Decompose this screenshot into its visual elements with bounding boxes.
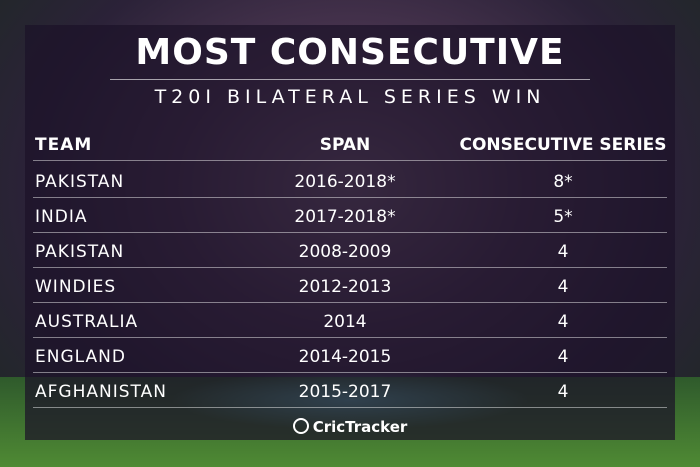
row-separator [33, 372, 667, 373]
table-row: PAKISTAN 2008-2009 4 [25, 234, 675, 268]
cell: 2008-2009 [298, 242, 392, 262]
title-rule [110, 79, 590, 80]
table-row: AUSTRALIA 2014 4 [25, 304, 675, 338]
cell: 2016-2018* [294, 172, 396, 192]
table-row: AFGHANISTAN 2015-2017 4 [25, 374, 675, 408]
table-row: PAKISTAN 2016-2018* 8* [25, 164, 675, 198]
row-separator [33, 407, 667, 408]
cell: 2012-2013 [298, 277, 392, 297]
column-header: TEAM [35, 135, 93, 155]
cell: 4 [557, 347, 569, 367]
cell: PAKISTAN [35, 172, 125, 192]
brand-icon [292, 418, 309, 434]
cell: PAKISTAN [35, 242, 125, 262]
cell: AUSTRALIA [35, 312, 139, 332]
cell: 4 [557, 277, 569, 297]
cell: 4 [557, 242, 569, 262]
row-separator [33, 232, 667, 233]
panel [25, 25, 675, 440]
row-separator [33, 197, 667, 198]
cell: 2014-2015 [298, 347, 392, 367]
subtitle: T20I BILATERAL SERIES WIN [154, 86, 546, 108]
cell: 2017-2018* [294, 207, 396, 227]
cell: 5* [553, 207, 573, 227]
column-header: CONSECUTIVE SERIES [459, 135, 667, 155]
column-header: SPAN [319, 135, 371, 155]
table-row: WINDIES 2012-2013 4 [25, 269, 675, 303]
table-row: INDIA 2017-2018* 5* [25, 199, 675, 233]
cell: WINDIES [35, 277, 117, 297]
brand-name: CricTracker [312, 418, 408, 436]
cell: ENGLAND [35, 347, 126, 367]
cell: INDIA [35, 207, 88, 227]
row-separator [33, 302, 667, 303]
table-header: TEAM SPAN CONSECUTIVE SERIES [25, 127, 675, 161]
cell: 4 [557, 312, 569, 332]
row-separator [33, 267, 667, 268]
cell: 2014 [323, 312, 367, 332]
table-row: ENGLAND 2014-2015 4 [25, 339, 675, 373]
title: MOST CONSECUTIVE [135, 32, 565, 73]
cell: AFGHANISTAN [35, 382, 167, 402]
cell: 4 [557, 382, 569, 402]
brand: CricTracker [0, 418, 700, 436]
cell: 2015-2017 [298, 382, 392, 402]
cell: 8* [553, 172, 573, 192]
row-separator [33, 337, 667, 338]
row-separator [33, 160, 667, 161]
